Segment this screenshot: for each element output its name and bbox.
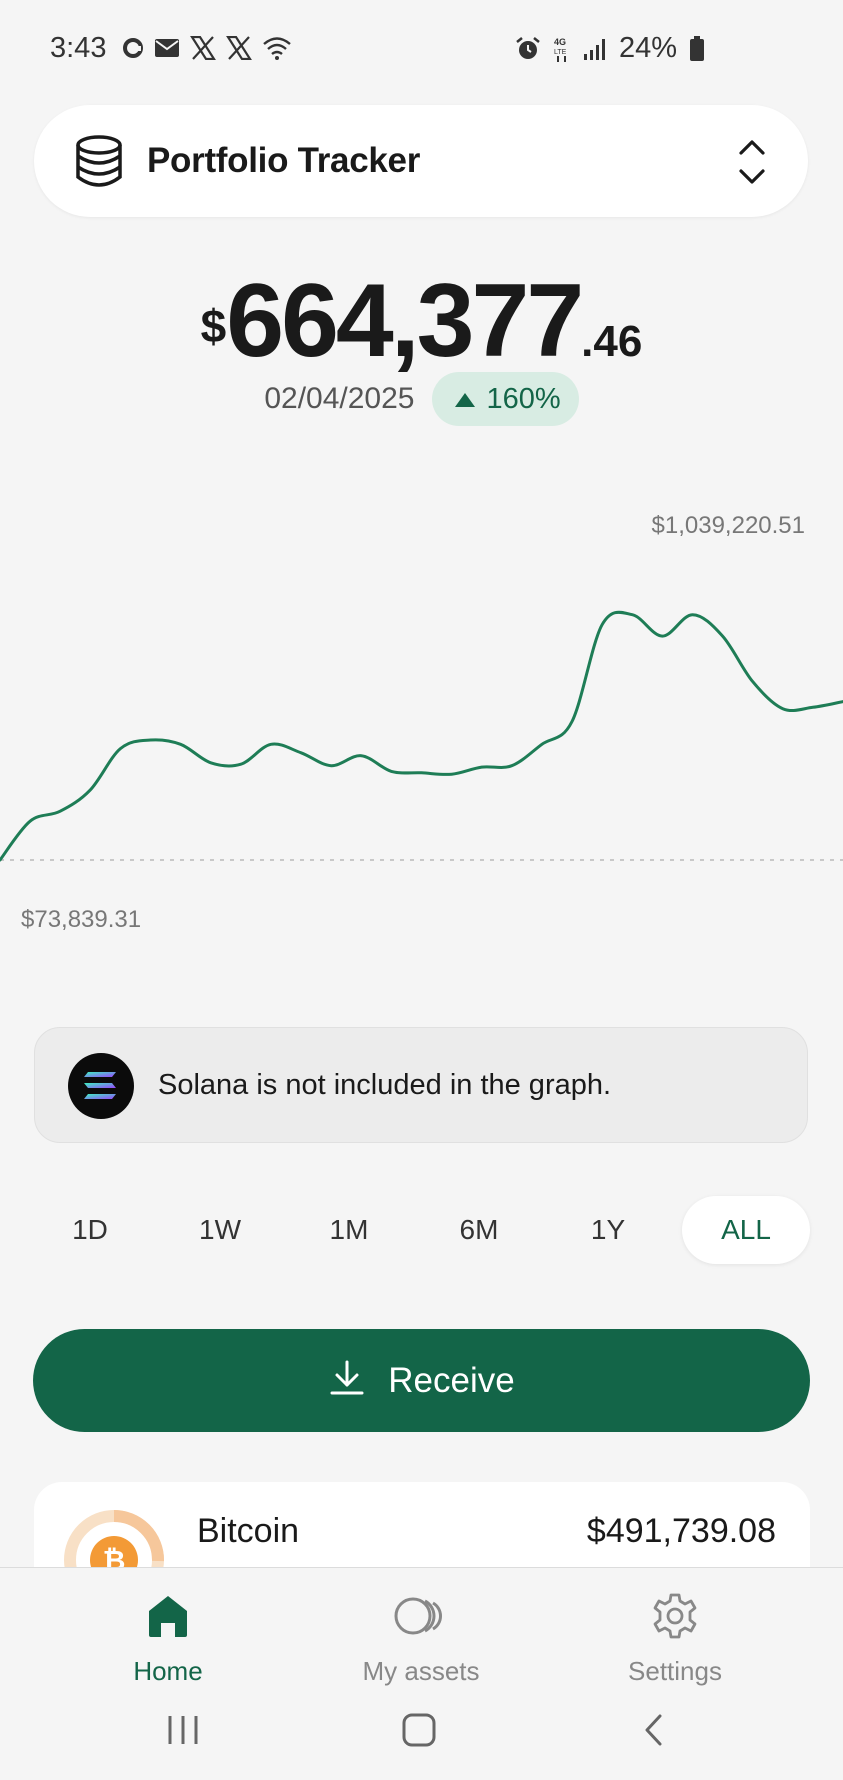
change-badge: 160%: [432, 372, 579, 426]
signal-icon: [583, 37, 607, 61]
solana-notice: Solana is not included in the graph.: [34, 1027, 808, 1143]
range-1m[interactable]: 1M: [329, 1214, 369, 1245]
receive-button[interactable]: Receive: [33, 1329, 810, 1432]
chart-points: [0, 615, 843, 861]
portfolio-switcher[interactable]: Portfolio Tracker: [34, 105, 808, 217]
alarm-icon: [515, 36, 541, 62]
download-icon: [328, 1359, 366, 1402]
nav-my-assets[interactable]: My assets: [321, 1588, 521, 1698]
chart-max-label: $1,039,220.51: [651, 512, 805, 539]
solana-logo-icon: [68, 1053, 134, 1119]
balance-meta: 02/04/2025 160%: [0, 372, 843, 426]
wifi-icon: [262, 36, 292, 60]
nav-settings[interactable]: Settings: [575, 1588, 775, 1698]
recents-icon[interactable]: [166, 1713, 200, 1752]
chart-min-label: $73,839.31: [21, 906, 142, 933]
range-1d[interactable]: 1D: [72, 1214, 108, 1245]
svg-text:4G: 4G: [554, 37, 566, 47]
nav-settings-label: Settings: [628, 1656, 722, 1686]
nav-my-assets-label: My assets: [362, 1656, 480, 1686]
range-1w[interactable]: 1W: [199, 1214, 241, 1245]
mail-icon: [154, 38, 180, 58]
range-6m[interactable]: 6M: [459, 1214, 499, 1245]
status-bar: 3:43 4G LTE: [0, 0, 843, 100]
back-icon[interactable]: [640, 1713, 668, 1752]
portfolio-balance: $664,377.46: [0, 262, 843, 381]
range-1y[interactable]: 1Y: [590, 1214, 626, 1245]
database-icon: [74, 135, 124, 192]
sync-icon: [122, 37, 144, 59]
status-time: 3:43: [50, 32, 107, 64]
receive-label: Receive: [388, 1360, 515, 1400]
portfolio-chart[interactable]: [0, 560, 843, 880]
nav-home-label: Home: [133, 1656, 203, 1686]
asset-name: Bitcoin: [197, 1512, 300, 1550]
bottom-navigation: Home My assets Settings: [0, 1567, 843, 1780]
battery-percent: 24%: [618, 32, 677, 64]
range-all[interactable]: ALL: [682, 1196, 810, 1264]
asset-value: $491,739.08: [586, 1512, 776, 1550]
balance-decimal: .46: [581, 317, 643, 366]
triangle-up-icon: [454, 383, 476, 416]
time-range-selector: 1D 1W 1M 6M 1Y ALL: [34, 1196, 810, 1264]
system-status: 4G LTE 24%: [515, 32, 705, 65]
home-circle-icon[interactable]: [401, 1713, 437, 1752]
home-icon: [146, 1588, 190, 1644]
svg-text:LTE: LTE: [554, 49, 567, 56]
balance-currency: $: [200, 300, 227, 352]
notification-icons: [122, 36, 292, 60]
page-title: Portfolio Tracker: [147, 141, 421, 180]
system-navigation: [0, 1703, 843, 1763]
notice-text: Solana is not included in the graph.: [158, 1069, 612, 1101]
assets-icon: [393, 1588, 449, 1644]
gear-icon: [651, 1588, 699, 1644]
balance-date: 02/04/2025: [264, 382, 415, 415]
chevron-up-down-icon: [738, 137, 766, 192]
x-icon: [226, 36, 252, 60]
balance-integer: 664,377: [226, 263, 584, 379]
battery-icon: [689, 35, 705, 62]
chart-series-line: [0, 610, 843, 862]
x-icon: [190, 36, 216, 60]
4g-lte-icon: 4G LTE: [553, 35, 571, 63]
change-percent: 160%: [486, 382, 561, 415]
nav-home[interactable]: Home: [68, 1588, 268, 1698]
